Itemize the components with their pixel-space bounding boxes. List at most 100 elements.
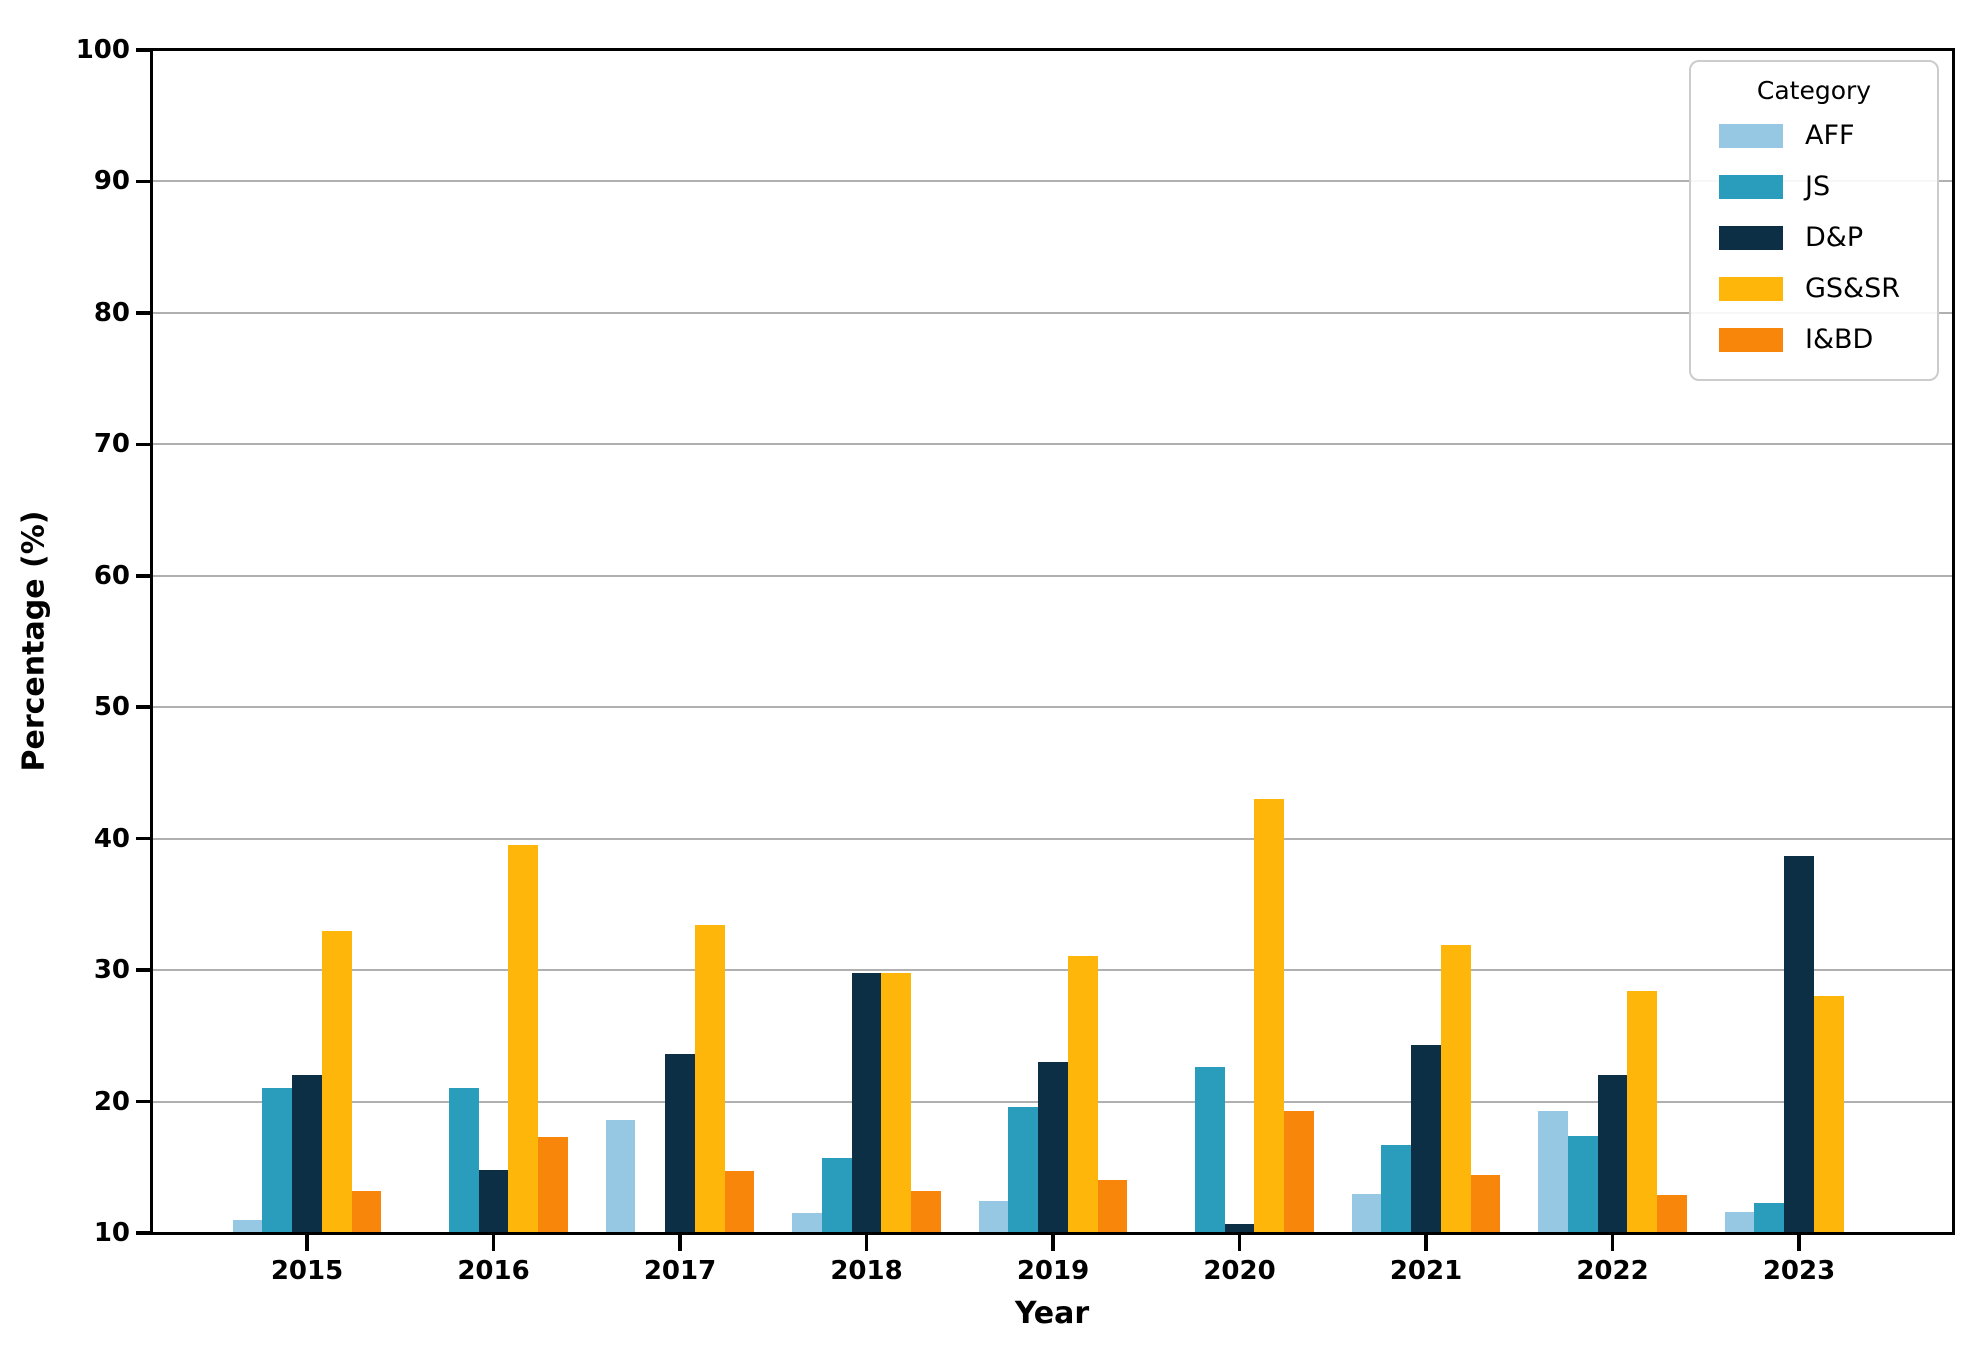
y-tick-10 xyxy=(136,1231,152,1235)
x-axis-title: Year xyxy=(1014,1296,1090,1331)
y-tick-100 xyxy=(136,48,152,52)
plot-area: Category AFF JS D&P GS&SR I&BD xyxy=(150,48,1955,1235)
bar-GS&SR-2020 xyxy=(1254,799,1285,1233)
y-tick-20 xyxy=(136,1099,152,1104)
bar-JS-2020 xyxy=(1194,1067,1225,1233)
y-tick-label-10: 10 xyxy=(93,1218,130,1248)
x-tick-label-2021: 2021 xyxy=(1389,1256,1463,1286)
gridline-60 xyxy=(152,574,1953,577)
y-tick-label-50: 50 xyxy=(93,692,130,723)
x-tick-label-2018: 2018 xyxy=(830,1256,903,1286)
y-tick-90 xyxy=(136,179,152,184)
bar-GS&SR-2017 xyxy=(694,925,725,1233)
bar-GS&SR-2021 xyxy=(1440,945,1471,1233)
bar-I&BD-2021 xyxy=(1470,1175,1501,1233)
bar-GS&SR-2016 xyxy=(508,845,539,1233)
gridline-90 xyxy=(152,180,1953,183)
bar-GS&SR-2018 xyxy=(881,972,912,1233)
bar-JS-2015 xyxy=(262,1088,293,1233)
bar-GS&SR-2022 xyxy=(1627,991,1658,1233)
x-tick-label-2023: 2023 xyxy=(1762,1256,1836,1286)
bar-I&BD-2018 xyxy=(911,1190,941,1233)
bar-I&BD-2020 xyxy=(1284,1110,1314,1233)
legend-swatch-I&BD xyxy=(1719,327,1783,352)
bar-JS-2023 xyxy=(1754,1202,1785,1233)
bar-AFF-2021 xyxy=(1351,1193,1382,1233)
legend-swatch-JS xyxy=(1719,174,1783,199)
legend-label-I&BD: I&BD xyxy=(1805,324,1874,355)
x-tick-2019 xyxy=(1051,1235,1055,1251)
legend: Category AFF JS D&P GS&SR I&BD xyxy=(1689,60,1939,381)
legend-row-AFF: AFF xyxy=(1691,110,1937,161)
x-tick-2023 xyxy=(1797,1235,1801,1251)
x-tick-2016 xyxy=(491,1235,496,1251)
y-tick-label-70: 70 xyxy=(93,429,130,460)
legend-label-AFF: AFF xyxy=(1805,120,1855,151)
bar-D&P-2017 xyxy=(665,1054,695,1233)
y-tick-label-90: 90 xyxy=(93,166,130,197)
x-tick-label-2016: 2016 xyxy=(457,1256,530,1286)
legend-label-GS&SR: GS&SR xyxy=(1805,273,1901,304)
bar-I&BD-2015 xyxy=(351,1190,382,1233)
x-tick-label-2020: 2020 xyxy=(1203,1256,1276,1286)
bar-GS&SR-2023 xyxy=(1813,996,1844,1233)
x-tick-2018 xyxy=(864,1235,869,1251)
bar-JS-2016 xyxy=(448,1088,479,1233)
bar-I&BD-2022 xyxy=(1657,1194,1687,1233)
legend-label-D&P: D&P xyxy=(1805,222,1864,253)
y-tick-80 xyxy=(136,311,152,315)
legend-swatch-AFF xyxy=(1719,123,1783,148)
bar-D&P-2018 xyxy=(851,972,882,1233)
y-axis-title: Percentage (%) xyxy=(16,510,52,772)
bar-JS-2019 xyxy=(1008,1106,1039,1233)
legend-row-D&P: D&P xyxy=(1691,212,1937,263)
bar-D&P-2023 xyxy=(1784,855,1814,1233)
x-tick-2015 xyxy=(305,1235,309,1251)
bar-I&BD-2016 xyxy=(538,1137,568,1233)
x-tick-label-2015: 2015 xyxy=(270,1256,344,1286)
x-tick-label-2019: 2019 xyxy=(1016,1256,1090,1286)
x-tick-label-2022: 2022 xyxy=(1576,1256,1649,1286)
bar-AFF-2023 xyxy=(1724,1211,1755,1233)
bar-AFF-2022 xyxy=(1538,1110,1568,1233)
bar-D&P-2022 xyxy=(1597,1075,1628,1233)
x-tick-label-2017: 2017 xyxy=(643,1256,717,1286)
y-tick-label-60: 60 xyxy=(93,560,130,591)
bar-D&P-2016 xyxy=(478,1169,509,1233)
bar-JS-2018 xyxy=(821,1158,852,1233)
legend-row-JS: JS xyxy=(1691,161,1937,212)
bar-JS-2021 xyxy=(1381,1144,1412,1233)
x-tick-2022 xyxy=(1610,1235,1615,1251)
legend-swatch-D&P xyxy=(1719,225,1783,250)
gridline-70 xyxy=(152,443,1953,446)
gridline-50 xyxy=(152,706,1953,709)
bar-GS&SR-2015 xyxy=(321,930,352,1233)
bar-D&P-2019 xyxy=(1038,1062,1068,1233)
bar-AFF-2018 xyxy=(792,1213,822,1233)
plot-border xyxy=(150,48,1955,1235)
y-tick-30 xyxy=(136,968,152,972)
y-tick-50 xyxy=(136,705,152,709)
legend-label-JS: JS xyxy=(1805,171,1831,202)
y-tick-label-100: 100 xyxy=(75,35,130,65)
x-tick-2020 xyxy=(1237,1235,1242,1251)
bar-D&P-2021 xyxy=(1411,1045,1441,1233)
bar-I&BD-2017 xyxy=(724,1171,755,1233)
y-tick-60 xyxy=(136,574,152,578)
x-tick-2021 xyxy=(1424,1235,1428,1251)
gridline-40 xyxy=(152,837,1953,840)
bar-AFF-2019 xyxy=(978,1201,1009,1233)
bar-I&BD-2019 xyxy=(1097,1180,1128,1233)
y-tick-70 xyxy=(136,442,152,447)
legend-row-I&BD: I&BD xyxy=(1691,314,1937,365)
legend-title: Category xyxy=(1756,76,1872,105)
gridline-80 xyxy=(152,311,1953,314)
legend-entries: AFF JS D&P GS&SR I&BD xyxy=(1691,110,1937,365)
bar-GS&SR-2019 xyxy=(1067,955,1098,1233)
bar-AFF-2017 xyxy=(605,1119,636,1233)
y-tick-label-40: 40 xyxy=(93,823,130,854)
bar-JS-2022 xyxy=(1567,1135,1598,1233)
y-tick-40 xyxy=(136,836,152,841)
x-tick-2017 xyxy=(678,1235,682,1251)
